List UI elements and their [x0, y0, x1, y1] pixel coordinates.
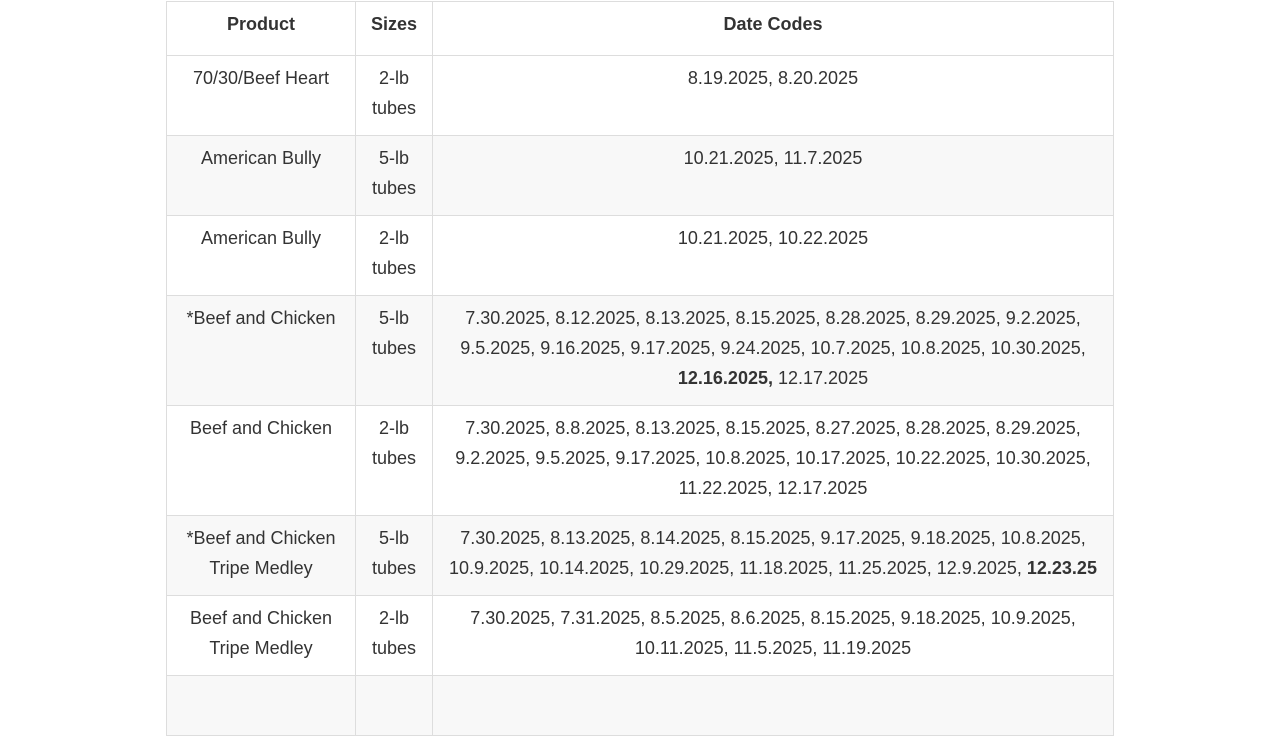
size-cell: 5-lb tubes: [355, 295, 433, 406]
empty-cell: [166, 675, 356, 736]
empty-cell: [355, 675, 433, 736]
date-code: 7.30.2025, 8.13.2025, 8.14.2025, 8.15.20…: [449, 528, 1086, 578]
date-code: 7.30.2025, 8.8.2025, 8.13.2025, 8.15.202…: [455, 418, 1091, 498]
date-codes-cell: 8.19.2025, 8.20.2025: [432, 55, 1114, 136]
date-code: 7.30.2025, 7.31.2025, 8.5.2025, 8.6.2025…: [470, 608, 1076, 658]
table-row: Beef and Chicken 2-lb tubes 7.30.2025, 8.8…: [166, 405, 1114, 516]
table-row: American Bully 2-lb tubes 10.21.2025, 10.2…: [166, 215, 1114, 296]
recall-table: Product Sizes Date Codes 70/30/Beef Hear…: [166, 1, 1114, 736]
date-codes-cell: 10.21.2025, 10.22.2025: [432, 215, 1114, 296]
page: Product Sizes Date Codes 70/30/Beef Hear…: [166, 1, 1114, 736]
bold-date-code: 12.23.25: [1026, 558, 1097, 578]
size-cell: 2-lb tubes: [355, 405, 433, 516]
table-header: Product Sizes Date Codes: [166, 1, 1114, 56]
size-cell: 2-lb tubes: [355, 55, 433, 136]
size-cell: 2-lb tubes: [355, 215, 433, 296]
date-codes-cell: 7.30.2025, 8.12.2025, 8.13.2025, 8.15.20…: [432, 295, 1114, 406]
date-codes-cell: 7.30.2025, 8.13.2025, 8.14.2025, 8.15.20…: [432, 515, 1114, 596]
date-codes-cell: 10.21.2025, 11.7.2025: [432, 135, 1114, 216]
size-cell: 2-lb tubes: [355, 595, 433, 676]
header-cell: Product: [166, 1, 356, 56]
date-codes-cell: 7.30.2025, 7.31.2025, 8.5.2025, 8.6.2025…: [432, 595, 1114, 676]
table-row: American Bully 5-lb tubes 10.21.2025, 11.7…: [166, 135, 1114, 216]
size-cell: 5-lb tubes: [355, 515, 433, 596]
product-cell: Beef and Chicken: [166, 405, 356, 516]
table-row: 70/30/Beef Heart 2-lb tubes 8.19.2025, 8.2…: [166, 55, 1114, 136]
empty-cell: [432, 675, 1114, 736]
product-cell: American Bully: [166, 215, 356, 296]
product-cell: American Bully: [166, 135, 356, 216]
date-code: 12.17.2025: [778, 368, 869, 388]
product-cell: 70/30/Beef Heart: [166, 55, 356, 136]
header-row: Product Sizes Date Codes: [166, 1, 1114, 56]
date-code: 7.30.2025, 8.12.2025, 8.13.2025, 8.15.20…: [460, 308, 1086, 358]
bold-date-code: 12.16.2025,: [677, 368, 773, 388]
header-cell: Sizes: [355, 1, 433, 56]
table-row: Beef and Chicken Tripe Medley 2-lb tubes 7…: [166, 595, 1114, 676]
table-row: [166, 675, 1114, 736]
table-body: 70/30/Beef Heart 2-lb tubes 8.19.2025, 8.2…: [166, 55, 1114, 736]
date-codes-cell: 7.30.2025, 8.8.2025, 8.13.2025, 8.15.202…: [432, 405, 1114, 516]
product-cell: *Beef and Chicken: [166, 295, 356, 406]
date-code: 10.21.2025, 10.22.2025: [677, 228, 869, 248]
header-cell: Date Codes: [432, 1, 1114, 56]
size-cell: 5-lb tubes: [355, 135, 433, 216]
product-cell: *Beef and Chicken Tripe Medley: [166, 515, 356, 596]
date-code: 10.21.2025, 11.7.2025: [683, 148, 863, 168]
table-row: *Beef and Chicken Tripe Medley 5-lb tubes…: [166, 515, 1114, 596]
table-row: *Beef and Chicken 5-lb tubes 7.30.2025, 8.…: [166, 295, 1114, 406]
date-code: 8.19.2025, 8.20.2025: [687, 68, 859, 88]
product-cell: Beef and Chicken Tripe Medley: [166, 595, 356, 676]
